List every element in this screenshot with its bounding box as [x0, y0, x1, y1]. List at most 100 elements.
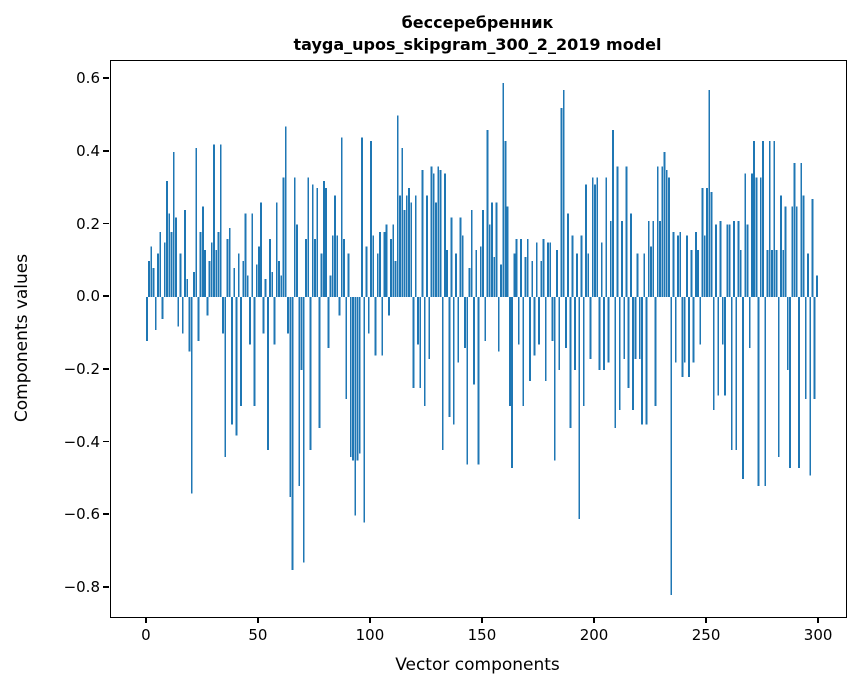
bar: [394, 260, 397, 298]
bar: [193, 271, 195, 298]
bar: [410, 202, 413, 298]
x-tick-label: 250: [691, 626, 721, 644]
bar: [177, 297, 180, 327]
bar: [298, 297, 301, 487]
bar: [181, 297, 184, 334]
bar: [605, 177, 608, 298]
bar: [336, 235, 339, 298]
bar: [742, 297, 744, 479]
bar: [356, 297, 359, 461]
bar: [145, 297, 148, 341]
bar: [587, 253, 590, 298]
bar: [529, 297, 531, 381]
bar: [343, 239, 345, 298]
bar: [493, 257, 496, 298]
bar: [399, 195, 401, 298]
bar: [600, 242, 603, 298]
x-axis-label: Vector components: [395, 655, 560, 675]
bar: [746, 224, 749, 298]
bar: [710, 191, 713, 298]
bar: [748, 297, 751, 349]
bar: [311, 184, 314, 298]
bar: [715, 224, 717, 298]
bar: [623, 297, 626, 359]
bar: [403, 209, 406, 298]
bar: [757, 297, 760, 487]
y-tick-label: 0.0: [76, 287, 100, 306]
bar: [717, 297, 720, 396]
bar: [435, 202, 437, 298]
bar: [780, 195, 782, 298]
bar: [486, 130, 489, 298]
bar: [166, 180, 168, 298]
bar: [755, 177, 758, 298]
bar: [271, 271, 274, 298]
bar: [441, 297, 444, 450]
bar: [468, 268, 471, 298]
bar: [659, 220, 661, 298]
y-axis-label: Components values: [12, 253, 32, 423]
bar: [224, 297, 227, 458]
bar: [567, 213, 570, 298]
bar: [612, 130, 614, 298]
bar: [367, 297, 370, 334]
bar: [594, 184, 596, 298]
bar: [627, 297, 630, 389]
bar: [466, 297, 469, 465]
bar: [661, 166, 664, 298]
bar: [414, 195, 417, 298]
bar: [363, 297, 366, 523]
chart-title-model: tayga_upos_skipgram_300_2_2019 model: [293, 35, 662, 54]
bar: [235, 297, 238, 436]
bar: [782, 249, 785, 298]
bar: [629, 213, 632, 298]
bar: [443, 173, 446, 298]
bar: [325, 188, 328, 298]
bar: [502, 82, 505, 298]
bar: [186, 279, 189, 298]
bar: [354, 297, 357, 516]
y-tick-mark: [103, 368, 109, 370]
bar: [195, 148, 198, 298]
bar: [634, 297, 637, 359]
bar: [771, 249, 773, 298]
bar: [204, 249, 207, 298]
bar: [159, 231, 162, 298]
bar: [385, 224, 388, 298]
bar: [641, 297, 643, 425]
bar: [795, 206, 798, 298]
bar: [300, 297, 303, 370]
bar: [482, 209, 484, 298]
bar: [768, 140, 771, 298]
x-tick-mark: [257, 617, 259, 623]
bar: [762, 140, 764, 298]
bar: [417, 297, 419, 345]
bar: [392, 224, 395, 298]
bar: [553, 297, 556, 461]
bar: [477, 297, 480, 465]
bar: [699, 297, 702, 345]
bar: [461, 235, 464, 298]
bar: [766, 249, 769, 298]
bar: [759, 177, 762, 298]
bar: [786, 297, 789, 370]
bar: [199, 231, 202, 298]
bar: [549, 242, 552, 298]
bar: [240, 297, 242, 407]
bar: [201, 206, 204, 298]
bar: [672, 231, 675, 298]
bar: [210, 242, 213, 298]
bar: [690, 249, 693, 298]
bar: [656, 166, 659, 298]
bar: [753, 140, 756, 298]
chart-title: бессеребренник tayga_upos_skipgram_300_2…: [110, 12, 845, 56]
bar: [401, 148, 404, 298]
bar: [352, 297, 354, 461]
bar: [269, 239, 271, 298]
bar: [446, 249, 449, 298]
bar: [464, 297, 466, 349]
x-tick-mark: [369, 617, 371, 623]
bar: [479, 246, 482, 298]
y-tick-label: −0.2: [63, 359, 100, 378]
bar: [524, 257, 527, 298]
